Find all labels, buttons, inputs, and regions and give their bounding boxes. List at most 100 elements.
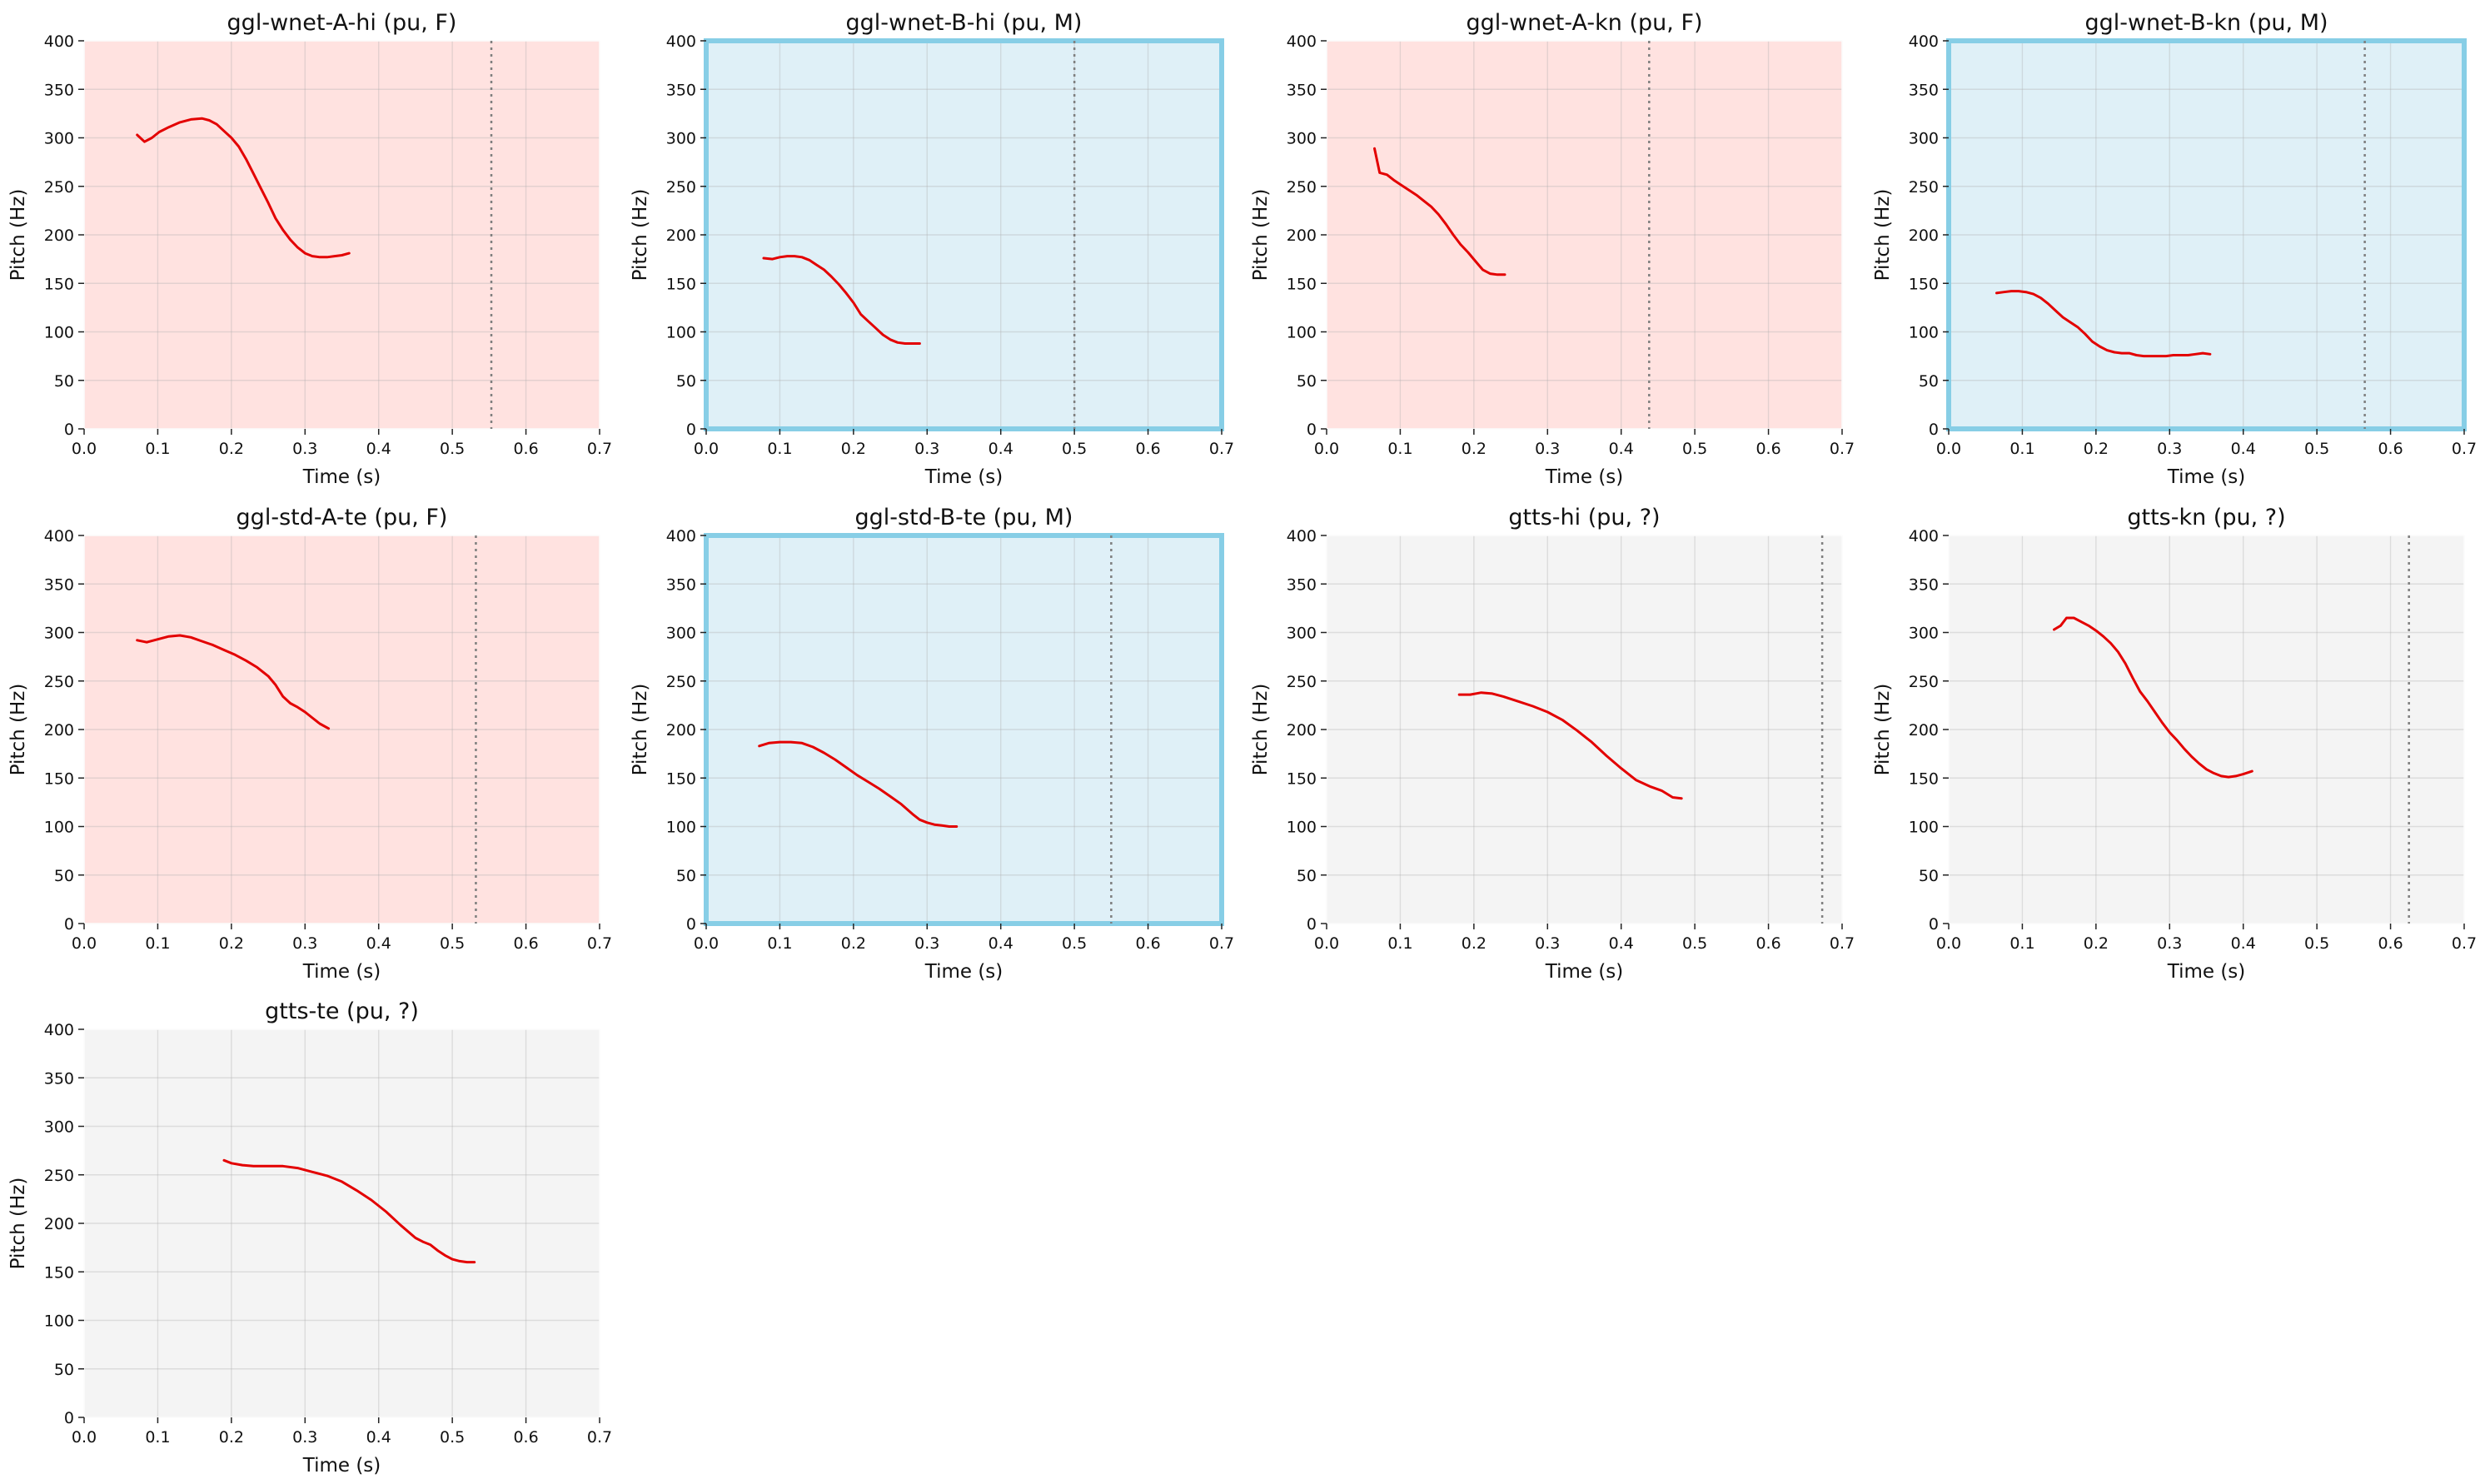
y-tick-label: 250: [1909, 178, 1939, 197]
plot-background: [1327, 535, 1842, 924]
x-tick-label: 0.7: [1209, 440, 1234, 458]
x-tick-label: 0.5: [2304, 440, 2329, 458]
x-tick-label: 0.7: [587, 440, 612, 458]
plot-background: [84, 41, 600, 429]
y-tick-label: 200: [666, 227, 696, 245]
x-tick-label: 0.0: [1936, 440, 1961, 458]
y-tick-label: 50: [1297, 372, 1317, 391]
y-tick-label: 250: [666, 673, 696, 691]
x-tick-label: 0.3: [1535, 440, 1560, 458]
x-tick-label: 0.0: [694, 934, 719, 953]
x-tick-label: 0.5: [440, 934, 465, 953]
x-tick-label: 0.6: [513, 1428, 538, 1447]
x-tick-label: 0.6: [2378, 440, 2403, 458]
y-tick-label: 250: [1909, 673, 1939, 691]
y-tick-label: 100: [44, 819, 74, 837]
x-tick-label: 0.0: [72, 440, 97, 458]
y-tick-label: 300: [666, 625, 696, 643]
y-tick-label: 0: [1929, 421, 1939, 439]
plot-background: [1949, 41, 2464, 429]
y-tick-label: 50: [676, 372, 696, 391]
x-tick-label: 0.0: [72, 1428, 97, 1447]
y-tick-label: 50: [1297, 867, 1317, 885]
y-tick-label: 50: [676, 867, 696, 885]
x-tick-label: 0.5: [1062, 440, 1087, 458]
x-tick-label: 0.1: [1387, 934, 1412, 953]
x-axis-label: Time (s): [2167, 466, 2246, 488]
x-tick-label: 0.1: [145, 1428, 170, 1447]
x-tick-label: 0.3: [292, 1428, 317, 1447]
x-tick-label: 0.5: [1682, 934, 1707, 953]
y-tick-label: 250: [1287, 178, 1317, 197]
y-tick-label: 300: [1909, 130, 1939, 148]
x-tick-label: 0.1: [767, 934, 792, 953]
pitch-subplot: 0.0 0.1 0.2 0.3 0.4 0.5 0.6 0.7 0 50 100 150 200 250 3…: [630, 10, 1234, 488]
pitch-contour-line: [1995, 290, 2212, 358]
y-tick-label: 350: [44, 81, 74, 99]
y-tick-label: 0: [1307, 421, 1317, 439]
x-tick-label: 0.4: [989, 934, 1013, 953]
x-tick-label: 0.4: [989, 440, 1013, 458]
y-tick-label: 150: [1287, 275, 1317, 293]
x-tick-label: 0.7: [1830, 934, 1855, 953]
y-tick-label: 0: [686, 915, 696, 934]
y-tick-label: 100: [666, 324, 696, 342]
y-tick-label: 200: [1287, 721, 1317, 740]
x-tick-label: 0.4: [366, 934, 391, 953]
y-tick-label: 300: [666, 130, 696, 148]
x-tick-label: 0.1: [145, 934, 170, 953]
y-tick-label: 100: [1909, 324, 1939, 342]
y-tick-label: 100: [44, 324, 74, 342]
y-axis-label: Pitch (Hz): [1250, 189, 1272, 281]
y-tick-label: 0: [64, 421, 74, 439]
subplot-title: gtts-te (pu, ?): [265, 998, 419, 1024]
y-tick-label: 300: [44, 130, 74, 148]
y-tick-label: 350: [44, 1069, 74, 1088]
y-tick-label: 200: [44, 721, 74, 740]
pitch-subplot: 0.0 0.1 0.2 0.3 0.4 0.5 0.6 0.7 0 50 100 150 200 250 3…: [630, 505, 1234, 983]
x-tick-label: 0.3: [292, 440, 317, 458]
x-tick-label: 0.6: [1755, 440, 1780, 458]
y-tick-label: 50: [1919, 372, 1939, 391]
x-tick-label: 0.2: [2084, 934, 2109, 953]
y-tick-label: 150: [1909, 769, 1939, 788]
x-tick-label: 0.6: [513, 934, 538, 953]
x-tick-label: 0.3: [914, 934, 939, 953]
x-axis-label: Time (s): [302, 961, 381, 983]
x-tick-label: 0.1: [767, 440, 792, 458]
x-tick-label: 0.1: [2009, 934, 2034, 953]
y-tick-label: 350: [666, 81, 696, 99]
x-tick-label: 0.7: [1830, 440, 1855, 458]
subplot-title: ggl-wnet-B-hi (pu, M): [846, 10, 1083, 36]
x-tick-label: 0.2: [1462, 934, 1487, 953]
y-axis-label: Pitch (Hz): [7, 189, 29, 281]
y-tick-label: 200: [1909, 227, 1939, 245]
y-axis-label: Pitch (Hz): [630, 189, 651, 281]
y-tick-label: 400: [44, 527, 74, 545]
x-tick-label: 0.5: [1062, 934, 1087, 953]
pitch-subplot: 0.0 0.1 0.2 0.3 0.4 0.5 0.6 0.7 0 50 100 150 200 250 3…: [1250, 10, 1855, 488]
y-tick-label: 50: [54, 1361, 74, 1379]
x-axis-label: Time (s): [302, 1455, 381, 1477]
y-tick-label: 300: [44, 1118, 74, 1137]
y-tick-label: 400: [1287, 32, 1317, 51]
y-tick-label: 250: [1287, 673, 1317, 691]
y-tick-label: 150: [1909, 275, 1939, 293]
pitch-contour-line: [1373, 147, 1506, 276]
y-tick-label: 100: [666, 819, 696, 837]
y-tick-label: 250: [44, 1167, 74, 1185]
x-tick-label: 0.4: [2231, 934, 2256, 953]
y-tick-label: 350: [1909, 575, 1939, 594]
y-axis-label: Pitch (Hz): [1872, 684, 1894, 776]
y-tick-label: 100: [44, 1312, 74, 1331]
y-tick-label: 250: [44, 673, 74, 691]
x-tick-label: 0.1: [1387, 440, 1412, 458]
subplot-title: ggl-std-A-te (pu, F): [237, 505, 448, 530]
y-tick-label: 50: [54, 867, 74, 885]
x-tick-label: 0.7: [1209, 934, 1234, 953]
x-tick-label: 0.7: [587, 934, 612, 953]
x-tick-label: 0.7: [587, 1428, 612, 1447]
x-tick-label: 0.2: [219, 440, 244, 458]
y-tick-label: 50: [1919, 867, 1939, 885]
x-tick-label: 0.5: [440, 1428, 465, 1447]
